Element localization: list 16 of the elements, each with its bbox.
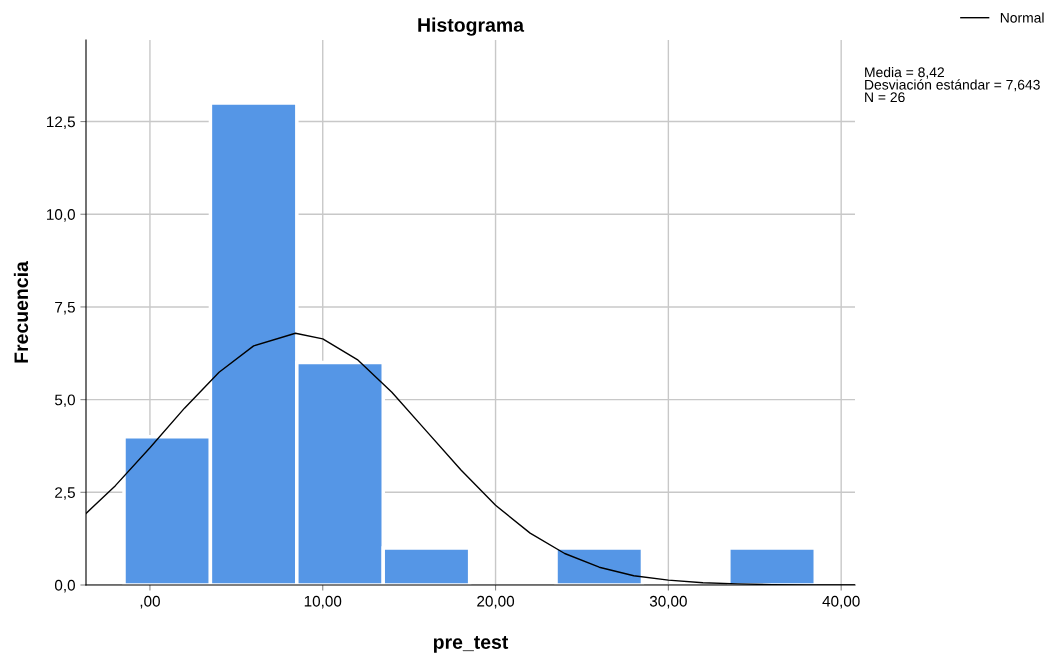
x-tick-label: 30,00 [649,595,687,609]
x-tick-label: ,00 [140,595,160,609]
text: Media = 8,42 Desviación estándar = 7,643 N = 26 [865,67,1040,103]
y-axis-title: Frecuencia [13,261,29,363]
y-tick-label: 10,0 [47,209,75,222]
y-tick-label: 7,5 [55,301,75,315]
chart-title: Histograma [418,17,525,36]
y-tick-label: 12,5 [47,116,75,130]
x-tick-label: 20,00 [477,595,515,609]
x-tick-label: 40,00 [822,595,860,609]
legend-label: Normal [1000,12,1044,23]
y-tick-label: 5,0 [54,394,75,408]
y-tick-label: 0,0 [54,579,75,593]
y-tick-label: 2,5 [55,487,75,500]
x-tick-label: 10,00 [304,595,342,609]
x-axis-title: pre_test [433,636,509,653]
